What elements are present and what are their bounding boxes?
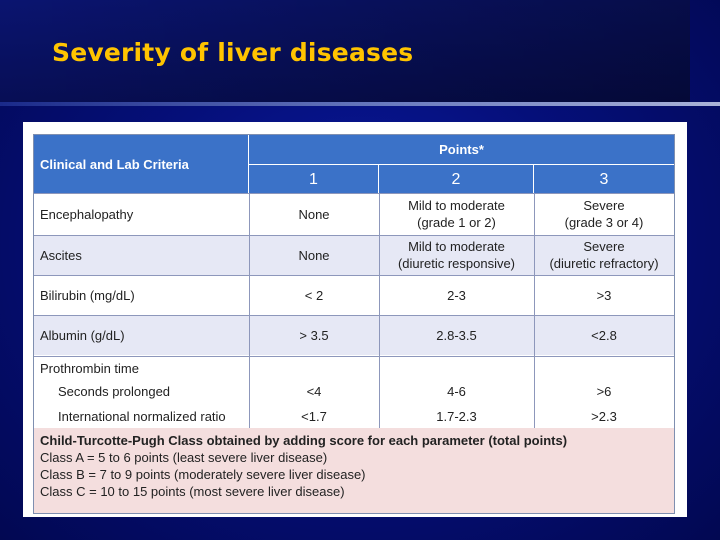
header-points: Points*	[249, 135, 674, 165]
grid-line	[34, 356, 674, 357]
grid-line	[34, 315, 674, 316]
row-label-bilirubin: Bilirubin (mg/dL)	[34, 275, 249, 315]
ctp-score-table: Clinical and Lab Criteria Points* 1 2 3 …	[33, 134, 675, 514]
cell-encephalopathy-3-line2: (grade 3 or 4)	[564, 215, 644, 230]
cell-ascites-3: Severe (diuretic refractory)	[534, 235, 674, 275]
cell-ascites-3-line2: (diuretic refractory)	[549, 256, 659, 271]
row-label-encephalopathy: Encephalopathy	[34, 193, 249, 235]
cell-seconds-3: >6	[534, 379, 674, 403]
ctp-class-note: Child-Turcotte-Pugh Class obtained by ad…	[34, 428, 674, 513]
class-note-heading: Child-Turcotte-Pugh Class obtained by ad…	[40, 433, 568, 448]
cell-inr-3: >2.3	[534, 405, 674, 427]
cell-albumin-3: <2.8	[534, 315, 674, 355]
cell-encephalopathy-3: Severe (grade 3 or 4)	[534, 193, 674, 235]
header-point-2: 2	[379, 165, 534, 193]
cell-ascites-2: Mild to moderate (diuretic responsive)	[379, 235, 534, 275]
cell-ascites-3-line1: Severe	[583, 239, 625, 254]
cell-ascites-2-line2: (diuretic responsive)	[397, 256, 516, 271]
cell-ascites-2-line1: Mild to moderate	[408, 239, 505, 254]
grid-line	[379, 193, 380, 428]
header-point-1: 1	[249, 165, 379, 193]
title-band	[0, 0, 690, 102]
slide-title: Severity of liver diseases	[52, 38, 414, 67]
row-label-seconds-prolonged: Seconds prolonged	[34, 379, 249, 403]
class-a-line: Class A = 5 to 6 points (least severe li…	[40, 450, 328, 465]
title-divider	[0, 102, 720, 106]
class-c-line: Class C = 10 to 15 points (most severe l…	[40, 484, 345, 499]
cell-encephalopathy-2: Mild to moderate (grade 1 or 2)	[379, 193, 534, 235]
grid-line	[249, 193, 250, 428]
cell-encephalopathy-2-line1: Mild to moderate	[408, 198, 505, 213]
grid-line	[34, 235, 674, 236]
cell-encephalopathy-2-line2: (grade 1 or 2)	[417, 215, 496, 230]
cell-inr-2: 1.7-2.3	[379, 405, 534, 427]
cell-inr-1: <1.7	[249, 405, 379, 427]
grid-line	[34, 193, 674, 194]
cell-ascites-1: None	[249, 235, 379, 275]
grid-line	[34, 275, 674, 276]
header-criteria: Clinical and Lab Criteria	[34, 135, 249, 193]
row-label-inr: International normalized ratio	[34, 405, 249, 427]
class-b-line: Class B = 7 to 9 points (moderately seve…	[40, 467, 366, 482]
cell-bilirubin-3: >3	[534, 275, 674, 315]
row-label-prothrombin: Prothrombin time	[34, 357, 249, 379]
row-label-albumin: Albumin (g/dL)	[34, 315, 249, 355]
grid-line	[534, 193, 535, 428]
row-label-ascites: Ascites	[34, 235, 249, 275]
cell-albumin-2: 2.8-3.5	[379, 315, 534, 355]
header-point-3: 3	[534, 165, 674, 193]
cell-seconds-2: 4-6	[379, 379, 534, 403]
cell-bilirubin-2: 2-3	[379, 275, 534, 315]
cell-albumin-1: > 3.5	[249, 315, 379, 355]
cell-encephalopathy-3-line1: Severe	[583, 198, 625, 213]
cell-encephalopathy-1: None	[249, 193, 379, 235]
cell-seconds-1: <4	[249, 379, 379, 403]
cell-bilirubin-1: < 2	[249, 275, 379, 315]
